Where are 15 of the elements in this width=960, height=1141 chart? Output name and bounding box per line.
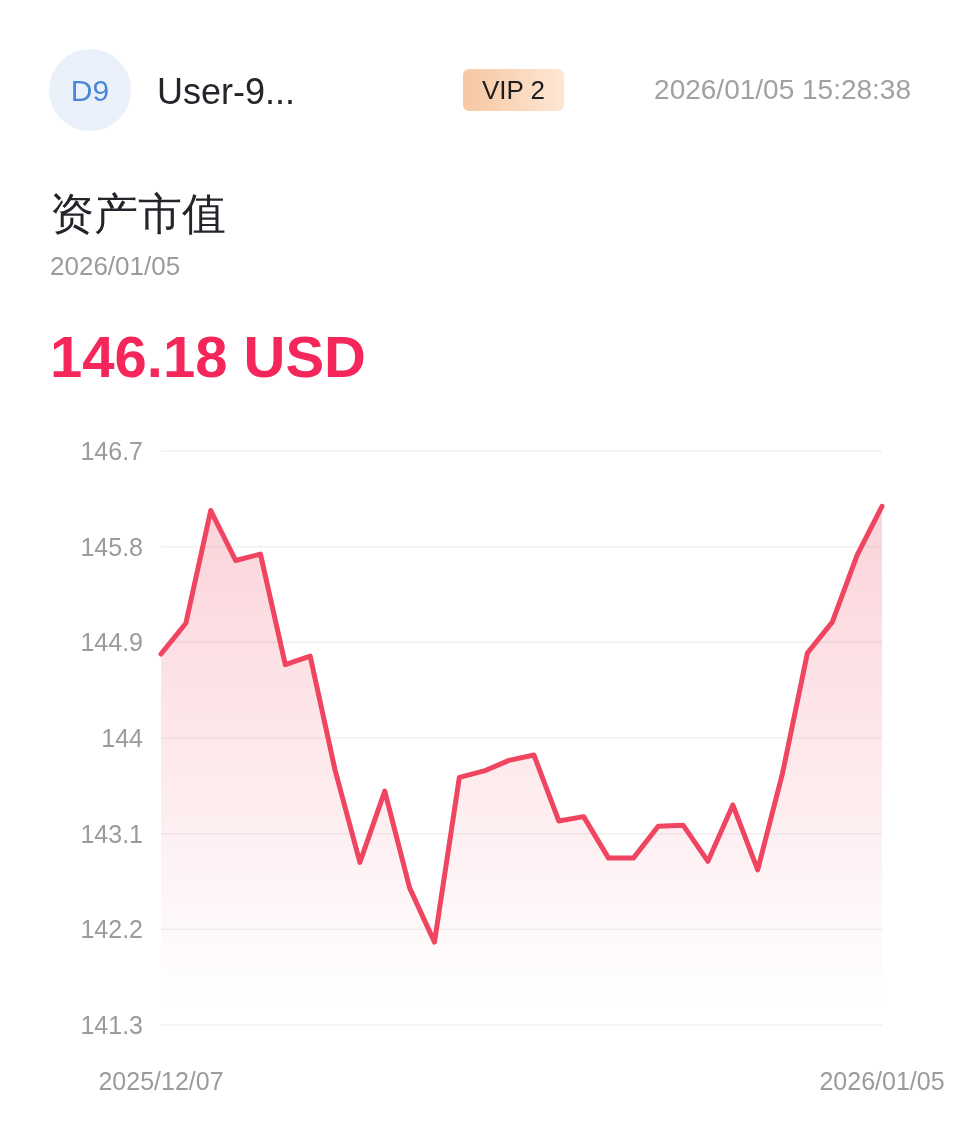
y-tick-label: 142.2: [80, 915, 143, 944]
chart-title: 资产市值: [50, 189, 226, 238]
text: User-9...: [157, 71, 296, 112]
x-tick-label: 2025/12/07: [98, 1067, 224, 1095]
y-tick-label: 143.1: [80, 819, 143, 848]
chart-subtitle: 2026/01/05: [50, 251, 181, 281]
text: 146.18 USD: [50, 324, 366, 389]
y-tick-label: 146.7: [80, 437, 143, 465]
y-tick-label: 145.8: [80, 532, 143, 561]
y-tick-label: 144: [101, 724, 144, 752]
text: D9: [70, 74, 110, 107]
y-tick-label: 144.9: [80, 628, 143, 657]
text: 2026/01/05 15:28:38: [654, 74, 911, 105]
text: VIP 2: [481, 75, 546, 105]
y-tick-label: 141.3: [80, 1011, 143, 1039]
